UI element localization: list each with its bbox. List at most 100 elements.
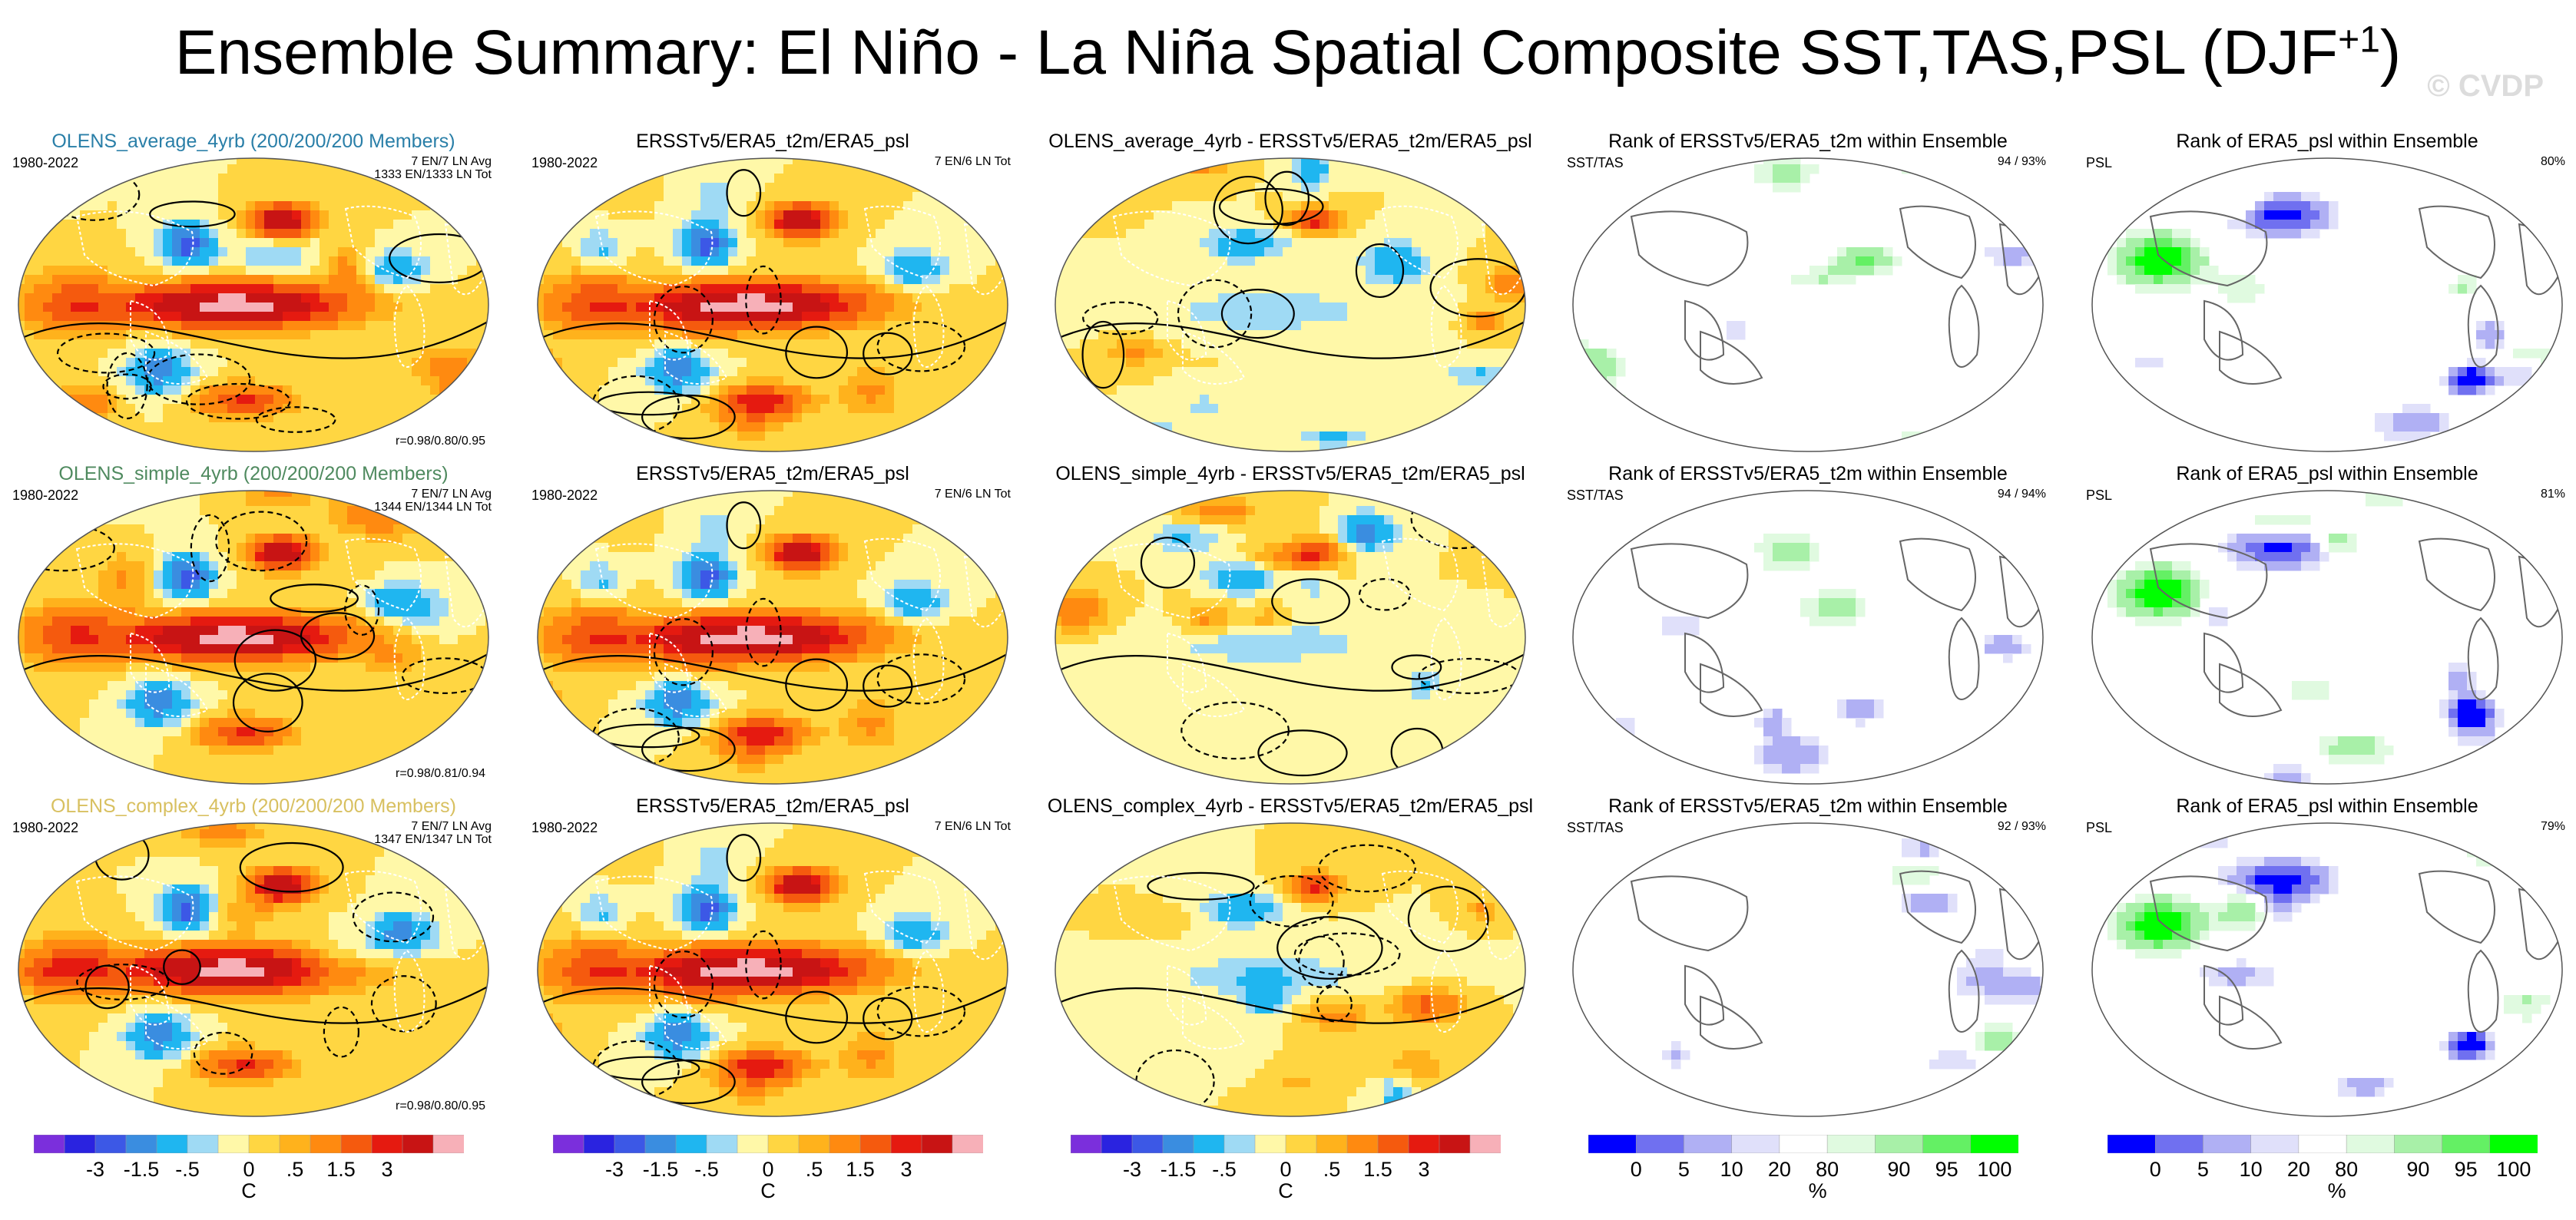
map-field [2107,491,2562,784]
panel-right-label: 81% [2541,488,2565,501]
colorbar-swatch [583,1134,615,1154]
colorbar-tick-label: 90 [1887,1158,1911,1181]
world-map [2091,490,2563,785]
colorbar: 0 5 10 20 80 90 95 100% [2107,1134,2538,1219]
colorbar-swatch [767,1134,800,1154]
colorbar: -3 -1.5 -.5 0 .5 1.5 3 C [552,1134,984,1219]
colorbar-swatch [1223,1134,1256,1154]
colorbar: -3 -1.5 -.5 0 .5 1.5 3 C [1070,1134,1502,1219]
main-title: Ensemble Summary: El Niño - La Niña Spat… [174,18,2402,88]
panel-title: OLENS_complex_4yrb - ERSSTv5/ERA5_t2m/ER… [1047,795,1534,817]
colorbar-swatch [2203,1134,2252,1154]
map-field [1055,823,1525,1116]
colorbar-swatch [1922,1134,1972,1154]
panel-left-label: 1980-2022 [531,820,598,835]
colorbar-swatch [1193,1134,1225,1154]
colorbar-tick-label: .5 [1323,1158,1341,1181]
panel-title: Rank of ERA5_psl within Ensemble [2176,131,2478,152]
colorbar-swatch [614,1134,646,1154]
panel-right-line1: 7 EN/6 LN Tot [934,155,1011,168]
panel-right-line1: 79% [2540,820,2565,833]
map-field [1598,838,2043,1116]
colorbar-unit: C [760,1179,776,1202]
colorbar-swatches [2107,1134,2538,1154]
panel-right-line1: 94 / 93% [1997,155,2046,168]
map-panel: ERSSTv5/ERA5_t2m/ERA5_psl 1980-2022 7 EN/6… [527,795,1018,1118]
world-map [18,490,489,785]
colorbar-swatch [1439,1134,1471,1154]
map-panel: OLENS_average_4yrb (200/200/200 Members)… [8,131,499,453]
colorbar-swatch [1635,1134,1685,1154]
colorbar-tick-label: 0 [2149,1158,2161,1181]
colorbar-swatch [2346,1134,2396,1154]
panel-title: OLENS_average_4yrb - ERSSTv5/ERA5_t2m/ER… [1048,131,1532,152]
colorbar-swatch [675,1134,707,1154]
map-panel: Rank of ERSSTv5/ERA5_t2m within Ensemble… [1562,795,2054,1118]
colorbar: 0 5 10 20 80 90 95 100% [1588,1134,2019,1219]
colorbar-swatch [33,1134,65,1154]
map-field [18,158,488,451]
colorbar-swatches [33,1134,465,1154]
map-field [538,158,1008,451]
panel-right-label: 92 / 93% [1998,820,2046,833]
map-field [1055,158,1525,451]
colorbar-swatch [644,1134,677,1154]
panel-left-label: PSL [2086,820,2113,835]
pattern-correlation: r=0.98/0.80/0.95 [396,1099,485,1113]
colorbar-tick-label: -.5 [694,1158,719,1181]
colorbar-tick-label: -.5 [175,1158,200,1181]
colorbar-tick-label: -1.5 [1160,1158,1197,1181]
panel-right-label: 7 EN/7 LN Avg 1347 EN/1347 LN Tot [374,820,492,846]
colorbar-swatch [279,1134,311,1154]
colorbar-swatch [1826,1134,1876,1154]
colorbar-tick-label: -1.5 [642,1158,679,1181]
panel-left-label: SST/TAS [1567,820,1624,835]
colorbar-tick-label: 0 [243,1158,255,1181]
panel-left-label: SST/TAS [1567,155,1624,170]
map-panel: Rank of ERA5_psl within Ensemble PSL 80% [2081,131,2573,453]
map-panel: Rank of ERA5_psl within Ensemble PSL 81% [2081,463,2573,785]
cvdp-watermark: © CVDP [2427,69,2544,103]
colorbar-swatch [1101,1134,1133,1154]
colorbar-swatch [248,1134,280,1154]
colorbar-swatch [1469,1134,1502,1154]
colorbar-swatch [402,1134,434,1154]
panel-right-label: 7 EN/6 LN Tot [935,488,1011,501]
map-field [18,823,488,1116]
panel-left-label: 1980-2022 [531,488,598,503]
map-panel: Rank of ERSSTv5/ERA5_t2m within Ensemble… [1562,463,2054,785]
colorbar-tick-label: 100 [2496,1158,2531,1181]
map-panel: Rank of ERA5_psl within Ensemble PSL 79% [2081,795,2573,1118]
colorbar-swatch [859,1134,892,1154]
panel-right-line1: 7 EN/6 LN Tot [934,820,1011,833]
world-map [1572,490,2044,785]
colorbar-tick-label: -1.5 [123,1158,160,1181]
colorbar-swatch [552,1134,584,1154]
map-panel: ERSSTv5/ERA5_t2m/ERA5_psl 1980-2022 7 EN/6… [527,463,1018,785]
colorbar-swatch [432,1134,465,1154]
colorbar-tick-label: 95 [2454,1158,2478,1181]
colorbar-unit: C [241,1179,257,1202]
panel-right-label: 7 EN/7 LN Avg 1333 EN/1333 LN Tot [374,155,492,181]
panel-title: OLENS_average_4yrb (200/200/200 Members) [51,131,455,152]
colorbar-tick-label: 0 [762,1158,774,1181]
colorbar-swatch [340,1134,372,1154]
colorbar-swatch [1162,1134,1194,1154]
panel-right-line2: 1347 EN/1347 LN Tot [374,833,492,846]
panel-right-label: 79% [2541,820,2565,833]
colorbar-unit: % [1808,1179,1827,1202]
world-map [537,157,1008,452]
colorbar-tick-label: 20 [2286,1158,2310,1181]
map-field [18,491,488,784]
colorbar-tick-label: .5 [805,1158,823,1181]
colorbar-swatch [829,1134,861,1154]
colorbar: -3 -1.5 -.5 0 .5 1.5 3 C [33,1134,465,1219]
world-map [537,490,1008,785]
panel-right-line1: 7 EN/7 LN Avg [411,820,492,833]
colorbar-swatch [2298,1134,2347,1154]
panel-right-line2: 1333 EN/1333 LN Tot [374,168,492,181]
map-panel: OLENS_average_4yrb - ERSSTv5/ERA5_t2m/ER… [1045,131,1536,453]
colorbar-swatch [706,1134,738,1154]
panel-right-line1: 7 EN/7 LN Avg [411,488,492,501]
colorbar-swatch [2250,1134,2300,1154]
